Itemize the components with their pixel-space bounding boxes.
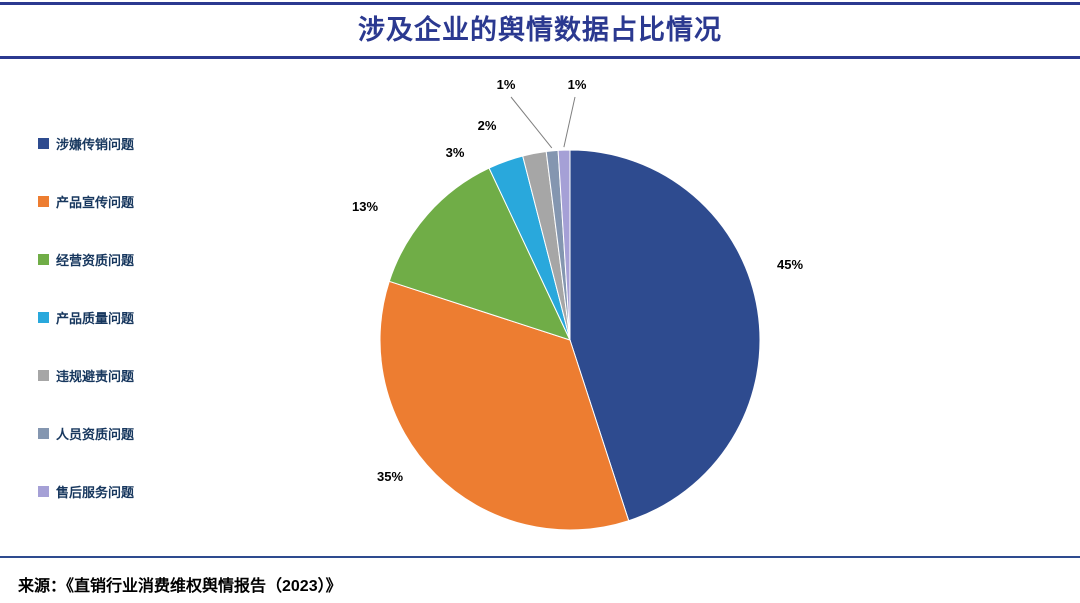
legend-label: 违规避责问题 bbox=[56, 369, 135, 384]
legend-swatch bbox=[38, 370, 49, 381]
legend-item: 违规避责问题 bbox=[38, 366, 134, 385]
footer-divider bbox=[0, 556, 1080, 558]
pie-data-label: 45% bbox=[777, 257, 803, 272]
pie-data-label: 3% bbox=[446, 145, 465, 160]
pie-slice-6 bbox=[557, 149, 571, 341]
legend-item: 经营资质问题 bbox=[38, 250, 134, 269]
pie-svg: 45% 35% 13% 3% 2% 1% 1% bbox=[352, 77, 803, 531]
chart-legend: 涉嫌传销问题 产品宣传问题 经营资质问题 产品质量问题 违规避责问题 人员资质问题 售后服务… bbox=[38, 134, 134, 501]
pie-data-label: 1% bbox=[568, 77, 587, 92]
title-divider bbox=[0, 56, 1080, 59]
pie-slice-1 bbox=[379, 280, 630, 531]
legend-swatch bbox=[38, 138, 49, 149]
legend-swatch bbox=[38, 254, 49, 265]
page-title: 涉及企业的舆情数据占比情况 bbox=[358, 15, 722, 45]
legend-swatch bbox=[38, 486, 49, 497]
pie-data-label: 2% bbox=[478, 118, 497, 133]
leader-line bbox=[510, 96, 553, 149]
source-note: 来源：《直销行业消费维权舆情报告（2023）》 bbox=[18, 578, 342, 595]
legend-swatch bbox=[38, 196, 49, 207]
legend-swatch bbox=[38, 428, 49, 439]
pie-data-label: 1% bbox=[497, 77, 516, 92]
legend-item: 涉嫌传销问题 bbox=[38, 134, 134, 153]
pie-data-label: 35% bbox=[377, 469, 403, 484]
legend-label: 产品宣传问题 bbox=[56, 195, 135, 210]
pie-slice-2 bbox=[388, 167, 571, 341]
legend-label: 人员资质问题 bbox=[56, 427, 135, 442]
pie-slice-0 bbox=[569, 149, 761, 522]
legend-label: 售后服务问题 bbox=[56, 485, 135, 500]
legend-label: 涉嫌传销问题 bbox=[56, 137, 135, 152]
legend-item: 人员资质问题 bbox=[38, 424, 134, 443]
pie-data-label: 13% bbox=[352, 199, 378, 214]
pie-chart: 涉嫌传销问题 产品宣传问题 经营资质问题 产品质量问题 违规避责问题 人员资质问题 售后服务… bbox=[0, 57, 1080, 556]
top-divider bbox=[0, 2, 1080, 5]
legend-item: 售后服务问题 bbox=[38, 482, 134, 501]
legend-item: 产品宣传问题 bbox=[38, 192, 134, 211]
legend-label: 经营资质问题 bbox=[56, 253, 135, 268]
leader-line bbox=[563, 96, 576, 148]
legend-label: 产品质量问题 bbox=[56, 311, 135, 326]
legend-item: 产品质量问题 bbox=[38, 308, 134, 327]
legend-swatch bbox=[38, 312, 49, 323]
